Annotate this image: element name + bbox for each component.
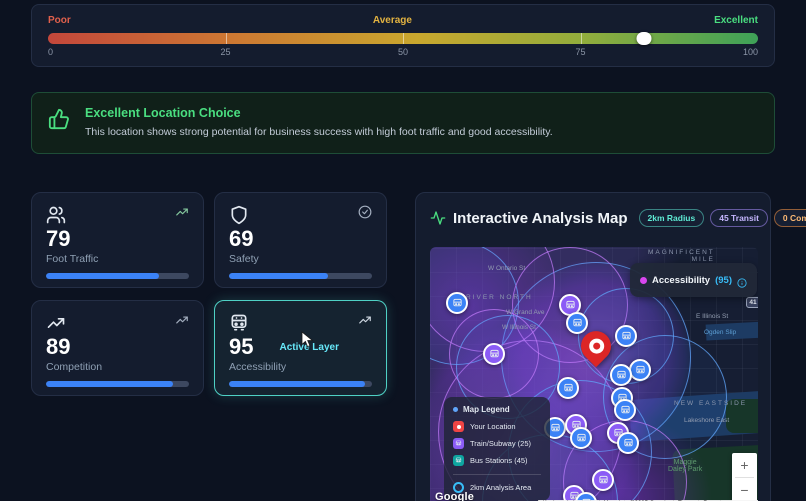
score-slider-handle[interactable]	[636, 32, 652, 45]
map-text-label: MAGNIFICENT MILE	[648, 249, 715, 263]
trend-up-icon	[175, 205, 189, 219]
scale-tick: 0	[48, 47, 54, 57]
bus-station-marker[interactable]	[557, 377, 579, 399]
thumbs-up-icon	[48, 108, 70, 130]
bus-station-marker[interactable]	[610, 364, 632, 386]
info-icon[interactable]	[737, 275, 747, 288]
legend-dot-icon	[453, 407, 458, 412]
bus-station-marker[interactable]	[570, 427, 592, 449]
bus-icon	[229, 313, 249, 333]
map-zoom-control: + −	[732, 453, 757, 501]
trend-up-icon	[46, 313, 66, 333]
route-shield-41: 41	[746, 297, 758, 308]
legend-swatch-train	[453, 438, 464, 449]
check-circle-icon	[358, 205, 372, 219]
banner-title: Excellent Location Choice	[85, 106, 241, 120]
map-title: Interactive Analysis Map	[453, 209, 628, 227]
metric-card-accessibility[interactable]: 95 Active Layer Accessibility	[214, 300, 387, 396]
quality-label: Poor	[48, 15, 71, 26]
legend-swatch-radius	[453, 482, 464, 493]
metrics-grid: 79 Foot Traffic 69 Safety 89 Compe	[31, 192, 387, 396]
scale-tick-labels: 0 25 50 75 100	[48, 47, 758, 60]
quality-labels: Poor Average Excellent	[48, 15, 758, 26]
zoom-out-button[interactable]: −	[740, 482, 749, 498]
metric-label: Foot Traffic	[46, 253, 99, 265]
bus-station-marker[interactable]	[629, 359, 651, 381]
legend-item: Bus Stations (45)	[453, 455, 541, 466]
metric-progress-track	[229, 273, 372, 279]
tooltip-dot	[640, 276, 647, 284]
bus-station-marker[interactable]	[615, 325, 637, 347]
map-badges: 2km Radius 45 Transit 0 Competitors	[638, 209, 806, 227]
metric-progress-track	[46, 273, 189, 279]
trend-up-icon	[358, 313, 372, 327]
map-text-label: E Illinois St	[696, 313, 729, 320]
legend-item: Train/Subway (25)	[453, 438, 541, 449]
metric-progress-fill	[46, 273, 159, 279]
people-icon	[46, 205, 66, 225]
activity-icon	[430, 210, 446, 226]
shield-icon	[229, 205, 249, 225]
score-slider-card: Poor Average Excellent 0 25 50 75 100	[31, 4, 775, 67]
bus-station-marker[interactable]	[446, 292, 468, 314]
analysis-map[interactable]: MAGNIFICENT MILE W Ontario St RIVER NORTH W…	[430, 247, 758, 501]
accessibility-tooltip: Accessibility (95)	[630, 263, 757, 297]
metric-card-competition[interactable]: 89 Competition	[31, 300, 204, 396]
active-layer-label: Active Layer	[279, 341, 339, 353]
scale-tick: 75	[575, 47, 586, 57]
scale-tick: 50	[397, 47, 409, 57]
scale-tick: 100	[742, 47, 758, 57]
recommendation-banner: Excellent Location Choice This location …	[31, 92, 775, 154]
metric-value: 89	[46, 334, 71, 359]
tooltip-label: Accessibility	[652, 274, 711, 286]
banner-description: This location shows strong potential for…	[85, 126, 553, 138]
badge-0-competitors: 0 Competitors	[773, 209, 806, 227]
metric-label: Safety	[229, 253, 259, 265]
bus-station-marker[interactable]	[617, 432, 639, 454]
train-station-marker[interactable]	[483, 343, 505, 365]
legend-item: Your Location	[453, 421, 541, 432]
zoom-in-button[interactable]: +	[740, 457, 749, 473]
legend-swatch-location	[453, 421, 464, 432]
bar-tick-25	[225, 33, 227, 44]
metric-progress-fill	[46, 381, 174, 387]
metric-progress-fill	[229, 381, 365, 387]
bus-station-marker[interactable]	[614, 399, 636, 421]
metric-value: 95	[229, 334, 254, 359]
metric-label: Competition	[46, 361, 103, 373]
google-logo[interactable]: Google	[435, 491, 475, 501]
tooltip-value: (95)	[715, 274, 732, 286]
scale-tick: 25	[220, 47, 231, 57]
slip-water	[705, 321, 758, 341]
metric-progress-track	[46, 381, 189, 387]
quality-label: Average	[372, 15, 412, 26]
legend-item: 2km Analysis Area	[453, 474, 541, 493]
quality-label: Excellent	[714, 15, 758, 26]
metric-label: Accessibility	[229, 361, 287, 373]
badge-45-transit: 45 Transit	[710, 209, 768, 227]
your-location-pin[interactable]	[574, 324, 618, 368]
legend-swatch-bus	[453, 455, 464, 466]
map-legend: Map Legend Your Location Train/Subway (2…	[444, 397, 550, 501]
metric-progress-track	[229, 381, 372, 387]
bar-tick-75	[580, 33, 582, 44]
metric-card-foot-traffic[interactable]: 79 Foot Traffic	[31, 192, 204, 288]
legend-title: Map Legend	[463, 405, 510, 414]
metric-progress-fill	[229, 273, 328, 279]
map-card: Interactive Analysis Map 2km Radius 45 Tr…	[415, 192, 806, 501]
park-area-small	[726, 399, 758, 433]
metric-value: 79	[46, 226, 71, 251]
metric-value: 69	[229, 226, 254, 251]
trend-up-icon	[175, 313, 189, 327]
bar-tick-50	[403, 33, 404, 44]
train-station-marker[interactable]	[592, 469, 614, 491]
bus-station-marker[interactable]	[566, 312, 588, 334]
badge-2km-radius: 2km Radius	[638, 209, 705, 227]
metric-card-safety[interactable]: 69 Safety	[214, 192, 387, 288]
